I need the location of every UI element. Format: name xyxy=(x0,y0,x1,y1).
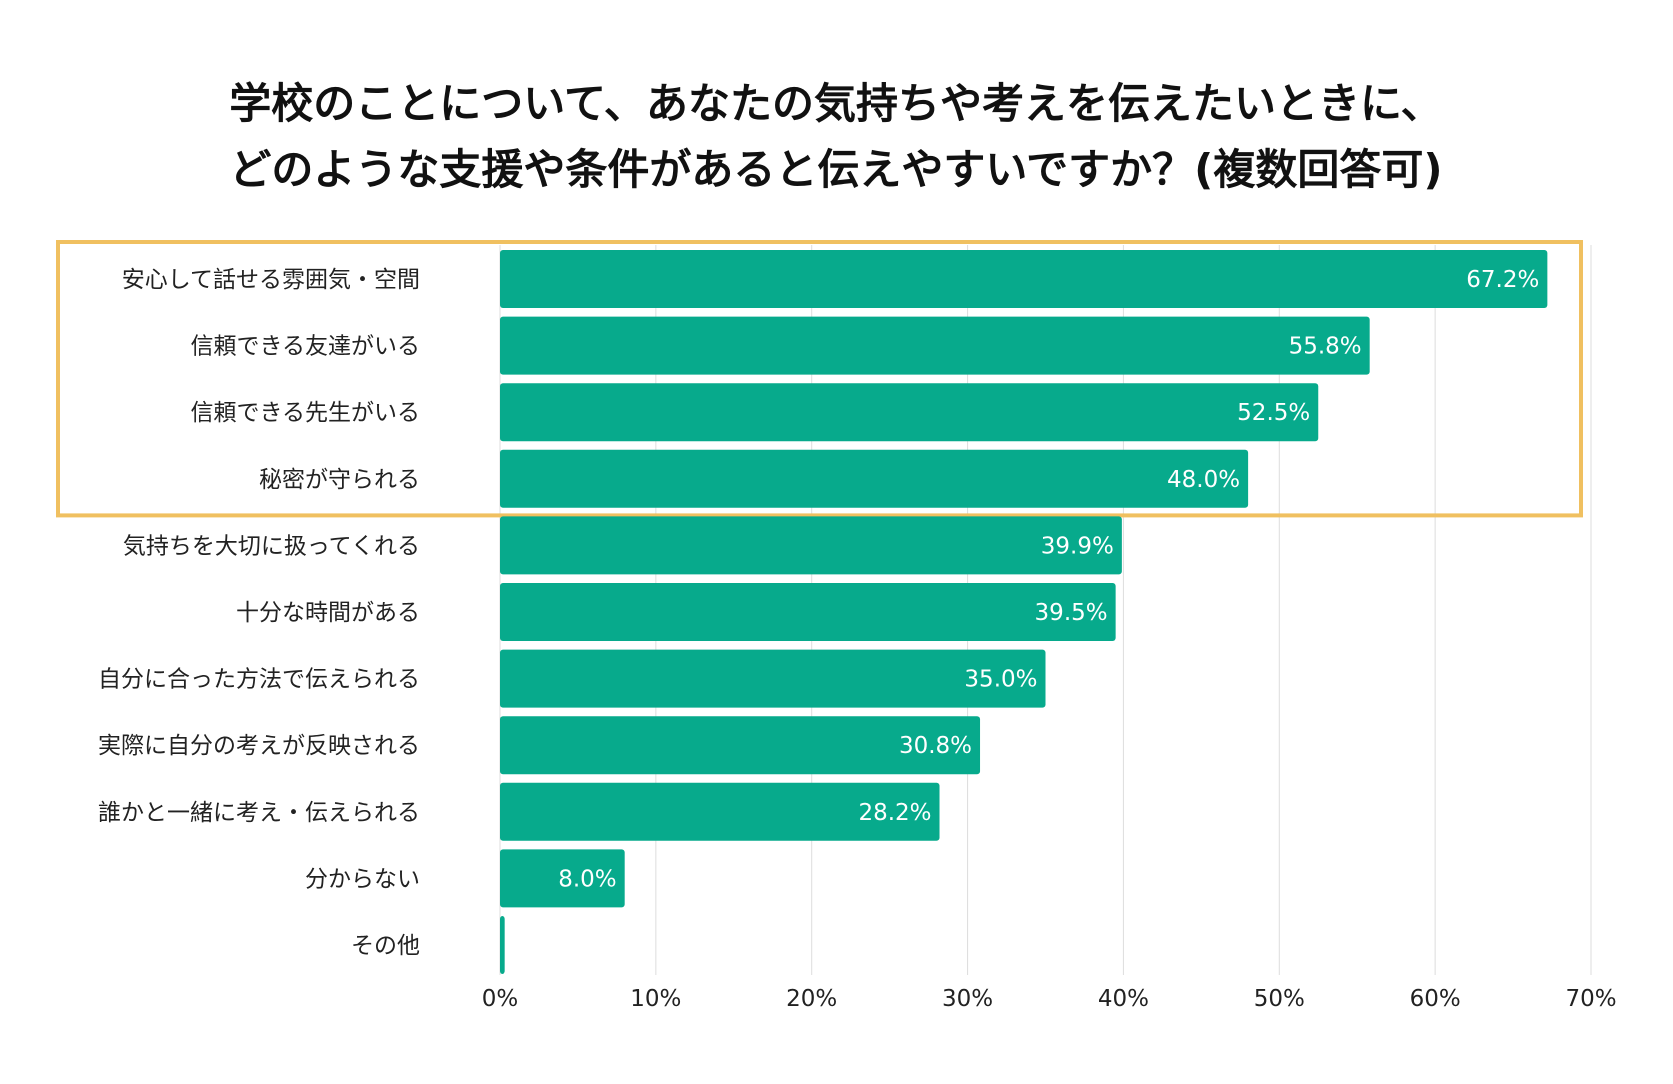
value-label-8: 28.2% xyxy=(858,800,931,826)
highlight-box-group xyxy=(56,240,1583,518)
bar-0 xyxy=(500,250,1548,308)
chart-title-line-1: 学校のことについて、あなたの気持ちや考えを伝えたいときに、 xyxy=(229,79,1442,128)
x-tick-label-1: 10% xyxy=(630,986,681,1012)
bar-2 xyxy=(500,383,1319,442)
value-label-3: 48.0% xyxy=(1167,467,1240,493)
value-label-7: 30.8% xyxy=(899,733,972,759)
value-label-6: 35.0% xyxy=(964,667,1037,693)
category-label-5: 十分な時間がある xyxy=(236,600,420,626)
chart-title-line-2: どのような支援や条件があると伝えやすいですか？(複数回答可) xyxy=(229,145,1442,194)
category-label-6: 自分に合った方法で伝えられる xyxy=(98,667,420,693)
bar-6 xyxy=(500,649,1046,708)
x-tick-label-7: 70% xyxy=(1565,986,1616,1012)
x-tick-label-2: 20% xyxy=(786,986,837,1012)
bar-1 xyxy=(500,316,1370,375)
category-label-10: その他 xyxy=(351,933,420,959)
x-tick-label-3: 30% xyxy=(942,986,993,1012)
bars: 67.2% 55.8% 52.5% 48.0% 39.9% 39.5% 35.0% 30.8%… xyxy=(500,250,1548,974)
bar-4 xyxy=(500,516,1122,575)
x-tick-label-4: 40% xyxy=(1098,986,1149,1012)
category-labels: 安心して話せる雰囲気・空間信頼できる友達がいる信頼できる先生がいる秘密が守られる… xyxy=(98,267,420,959)
category-label-3: 秘密が守られる xyxy=(259,467,420,493)
category-label-8: 誰かと一緒に考え・伝えられる xyxy=(98,800,420,826)
category-label-0: 安心して話せる雰囲気・空間 xyxy=(122,267,420,293)
category-label-2: 信頼できる先生がいる xyxy=(190,400,420,426)
category-label-9: 分からない xyxy=(305,866,420,892)
bar-7 xyxy=(500,716,981,775)
highlight-box xyxy=(56,240,1583,518)
value-label-2: 52.5% xyxy=(1237,400,1310,426)
value-label-5: 39.5% xyxy=(1035,600,1108,626)
value-label-9: 8.0% xyxy=(558,866,616,892)
value-label-1: 55.8% xyxy=(1289,334,1362,360)
value-label-0: 67.2% xyxy=(1466,267,1539,293)
category-label-7: 実際に自分の考えが反映される xyxy=(98,733,420,759)
chart-title: 学校のことについて、あなたの気持ちや考えを伝えたいときに、どのような支援や条件が… xyxy=(229,79,1442,194)
bar-3 xyxy=(500,449,1249,508)
category-label-1: 信頼できる友達がいる xyxy=(190,334,420,360)
x-tick-label-6: 60% xyxy=(1410,986,1461,1012)
bar-9 xyxy=(500,849,625,908)
bar-5 xyxy=(500,583,1116,641)
x-tick-label-0: 0% xyxy=(482,986,519,1012)
category-label-4: 気持ちを大切に扱ってくれる xyxy=(123,533,420,559)
value-label-4: 39.9% xyxy=(1041,533,1114,559)
x-axis-ticks: 0% 10% 20% 30% 40% 50% 60% 70% xyxy=(482,986,1617,1012)
bar-10 xyxy=(500,916,505,974)
x-tick-label-5: 50% xyxy=(1254,986,1305,1012)
bar-8 xyxy=(500,782,940,841)
